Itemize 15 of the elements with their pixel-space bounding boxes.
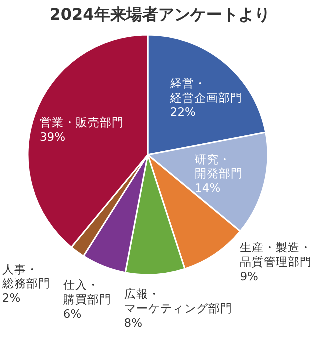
data-label: 9% xyxy=(240,269,259,284)
data-label: 39% xyxy=(40,130,66,144)
data-label: 14% xyxy=(195,181,221,196)
slice-label: 営業・販売部門 xyxy=(40,116,124,130)
data-label: 2% xyxy=(2,291,21,306)
chart-title: 2024年来場者アンケートより xyxy=(50,5,270,24)
slice-label: 研究・開発部門 xyxy=(195,152,244,181)
slice-label: 人事・総務部門 xyxy=(1,262,50,291)
data-label: 6% xyxy=(63,306,82,321)
slice-label: 経営・経営企画部門 xyxy=(169,76,242,105)
slice-label: 生産・製造・品質管理部門 xyxy=(240,240,312,270)
data-label: 8% xyxy=(124,316,143,330)
data-label: 22% xyxy=(170,105,196,120)
slice-label: 仕入・購買部門 xyxy=(62,278,112,307)
slice-label: 広報・マーケティング部門 xyxy=(124,287,232,316)
